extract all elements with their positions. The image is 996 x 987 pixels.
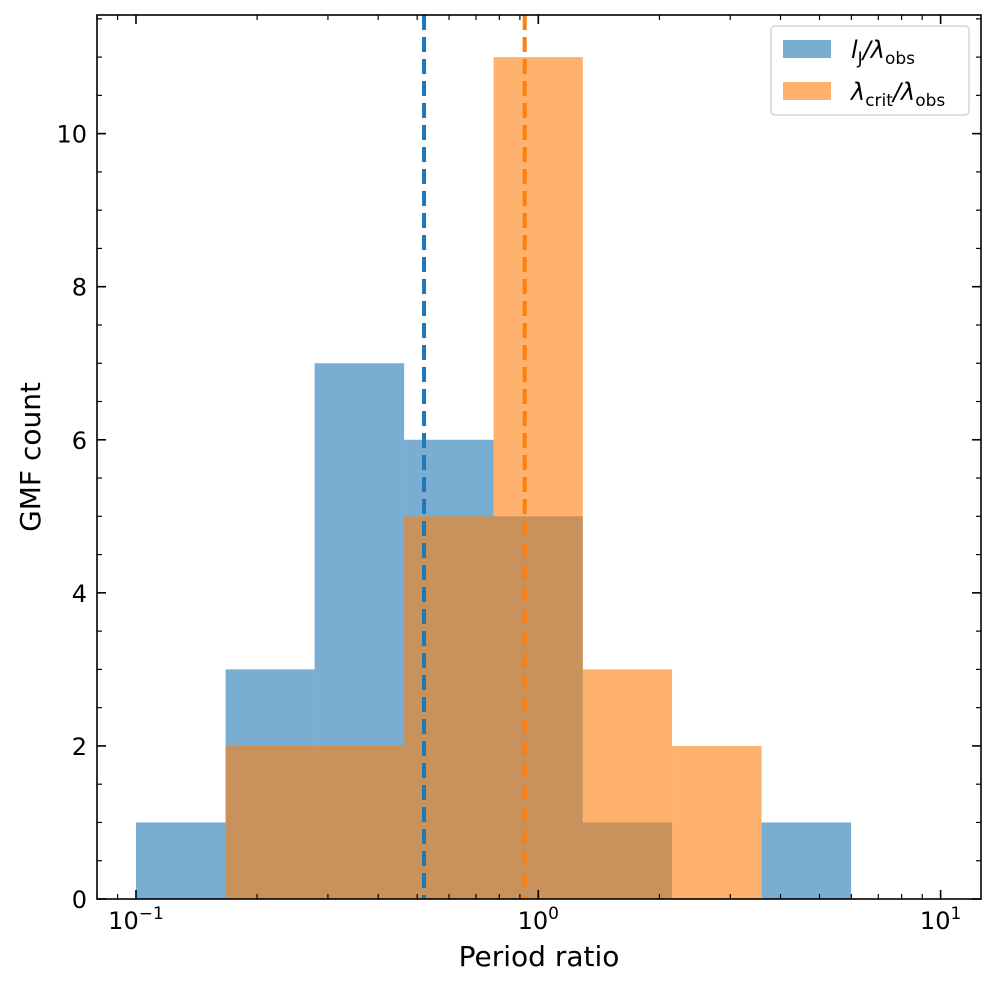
legend-swatch-series1: [783, 40, 831, 58]
axis-ticks: [96, 15, 981, 900]
bar-series2-bin2: [225, 745, 315, 899]
legend-label-series2: λcrit/λobs: [849, 78, 945, 111]
y-tick-label: 0: [72, 886, 87, 914]
x-tick-label: 100: [518, 904, 559, 935]
bar-series2-bin7: [672, 745, 762, 899]
histogram-bars: [135, 57, 852, 900]
median-lines: [422, 15, 527, 899]
legend-label-series1: lJ/λobs: [851, 36, 915, 69]
x-axis-label: Period ratio: [459, 940, 620, 973]
bar-series2-bin6: [582, 669, 673, 899]
y-tick-label: 6: [72, 427, 87, 455]
bar-series2-bin5: [493, 57, 583, 900]
y-tick-label: 8: [72, 274, 87, 302]
legend-swatch-series2: [783, 82, 831, 100]
tick-labels: 0 2 4 6 8 10 10−1 100 101: [56, 121, 961, 935]
x-tick-label: 101: [920, 904, 961, 935]
x-tick-label: 10−1: [108, 904, 164, 935]
y-tick-label: 2: [72, 733, 87, 761]
bar-series2-bin4: [404, 516, 494, 899]
bar-series1-bin8: [761, 822, 852, 899]
y-tick-label: 4: [72, 580, 87, 608]
bar-series2-bin3: [314, 745, 405, 899]
y-axis-label: GMF count: [14, 382, 47, 532]
y-tick-label: 10: [56, 121, 87, 149]
legend: lJ/λobs λcrit/λobs: [770, 25, 970, 116]
bar-series1-bin1: [135, 822, 226, 899]
